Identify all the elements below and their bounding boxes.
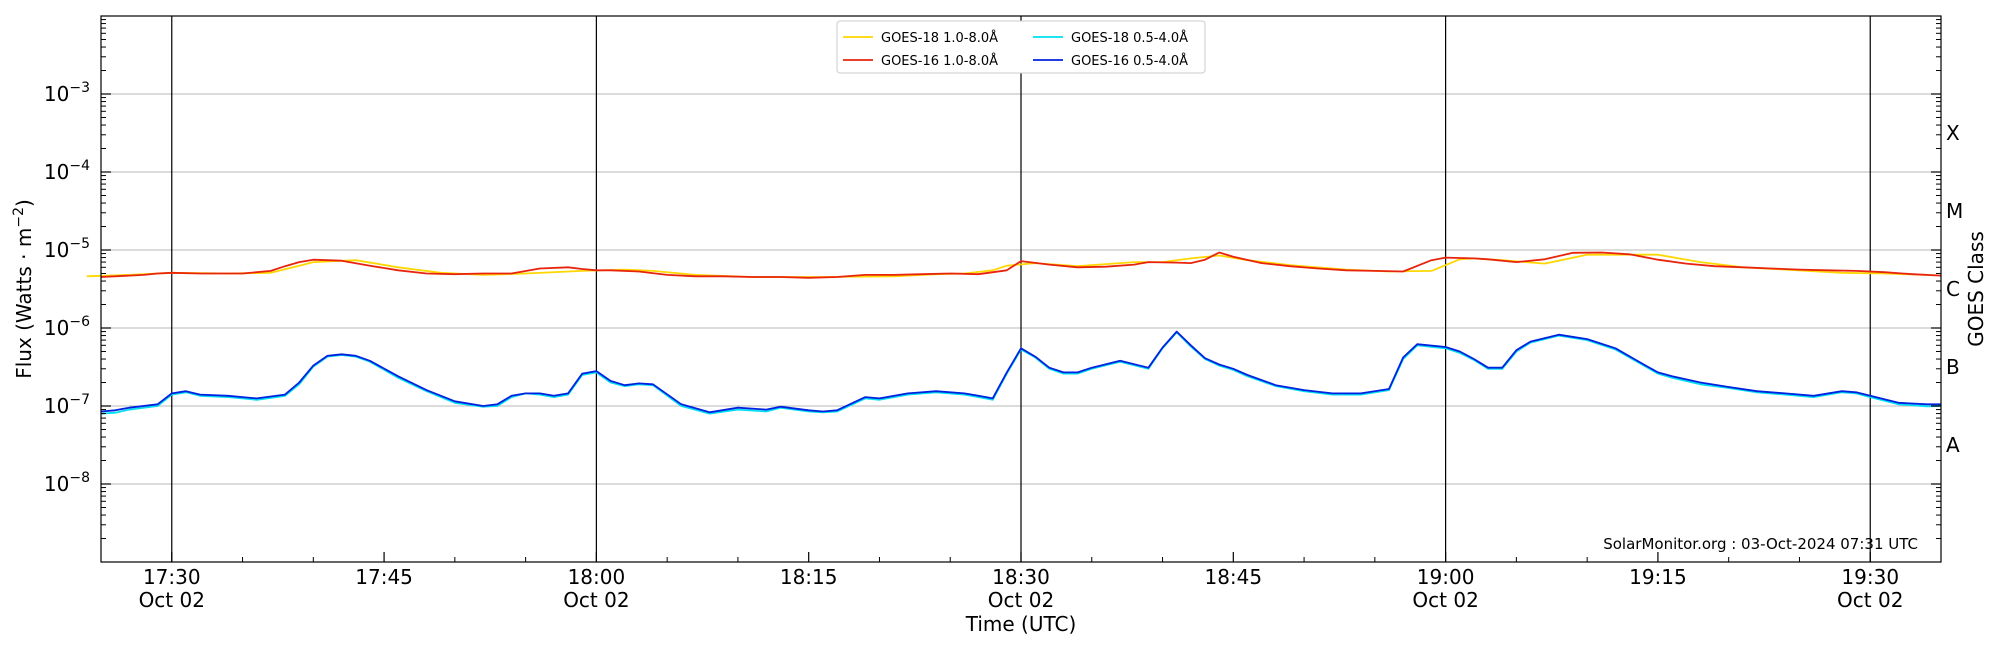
y-tick-label: 10−8 (44, 470, 90, 496)
y-tick-label: 10−5 (44, 236, 90, 262)
legend-label: GOES-18 1.0-8.0Å (881, 30, 998, 46)
legend: GOES-18 1.0-8.0Å GOES-16 1.0-8.0Å GOES-18 … (836, 20, 1206, 74)
x-tick-date-label: Oct 02 (1837, 588, 1903, 612)
legend-box (836, 20, 1206, 74)
x-tick-label: 19:30 (1841, 565, 1899, 589)
goes-class-label: A (1946, 433, 1960, 457)
y-ticks: 10−8 10−7 10−6 10−5 10−4 10−3 (44, 19, 1941, 540)
x-tick-date-label: Oct 02 (139, 588, 205, 612)
x-tick-label: 18:30 (992, 565, 1050, 589)
x-tick-date-label: Oct 02 (563, 588, 629, 612)
vertical-time-markers (171, 16, 1871, 562)
y-tick-label: 10−7 (44, 392, 90, 418)
series-line (100, 251, 1942, 279)
x-tick-label: 17:30 (143, 565, 201, 589)
y-tick-label: 10−4 (44, 158, 90, 184)
x-tick-label: 18:00 (568, 565, 626, 589)
legend-label: GOES-16 1.0-8.0Å (881, 53, 998, 69)
goes-class-label: C (1946, 277, 1960, 301)
y-axis-label-close: ) (12, 199, 36, 207)
x-tick-label: 18:45 (1204, 565, 1262, 589)
goes-class-label: X (1946, 121, 1960, 145)
x-tick-label: 19:15 (1629, 565, 1687, 589)
x-tick-label: 18:15 (780, 565, 838, 589)
y-tick-label: 10−3 (44, 80, 90, 106)
series-line (100, 330, 1941, 414)
goes-class-label: B (1946, 355, 1960, 379)
goes-class-labels: A B C M X (1946, 121, 1963, 457)
x-tick-date-label: Oct 02 (988, 588, 1054, 612)
legend-label: GOES-16 0.5-4.0Å (1071, 53, 1188, 69)
y-axis-label: Flux (Watts · m−2) (11, 199, 36, 379)
x-tick-label: 17:45 (355, 565, 413, 589)
x-axis-label: Time (UTC) (965, 612, 1077, 636)
legend-label: GOES-18 0.5-4.0Å (1071, 30, 1188, 46)
y-tick-label: 10−6 (44, 314, 90, 340)
x-tick-label: 19:00 (1417, 565, 1475, 589)
goes-class-axis-label: GOES Class (1964, 231, 1988, 347)
credit-text: SolarMonitor.org : 03-Oct-2024 07:31 UTC (1603, 535, 1918, 553)
x-tick-date-label: Oct 02 (1412, 588, 1478, 612)
legend-items: GOES-18 1.0-8.0Å GOES-16 1.0-8.0Å GOES-18 … (843, 30, 1188, 69)
goes-class-label: M (1946, 199, 1963, 223)
y-axis-label-main: Flux (Watts · m (12, 228, 36, 379)
y-axis-label-exponent: −2 (11, 207, 27, 228)
series-layer (86, 251, 1942, 415)
